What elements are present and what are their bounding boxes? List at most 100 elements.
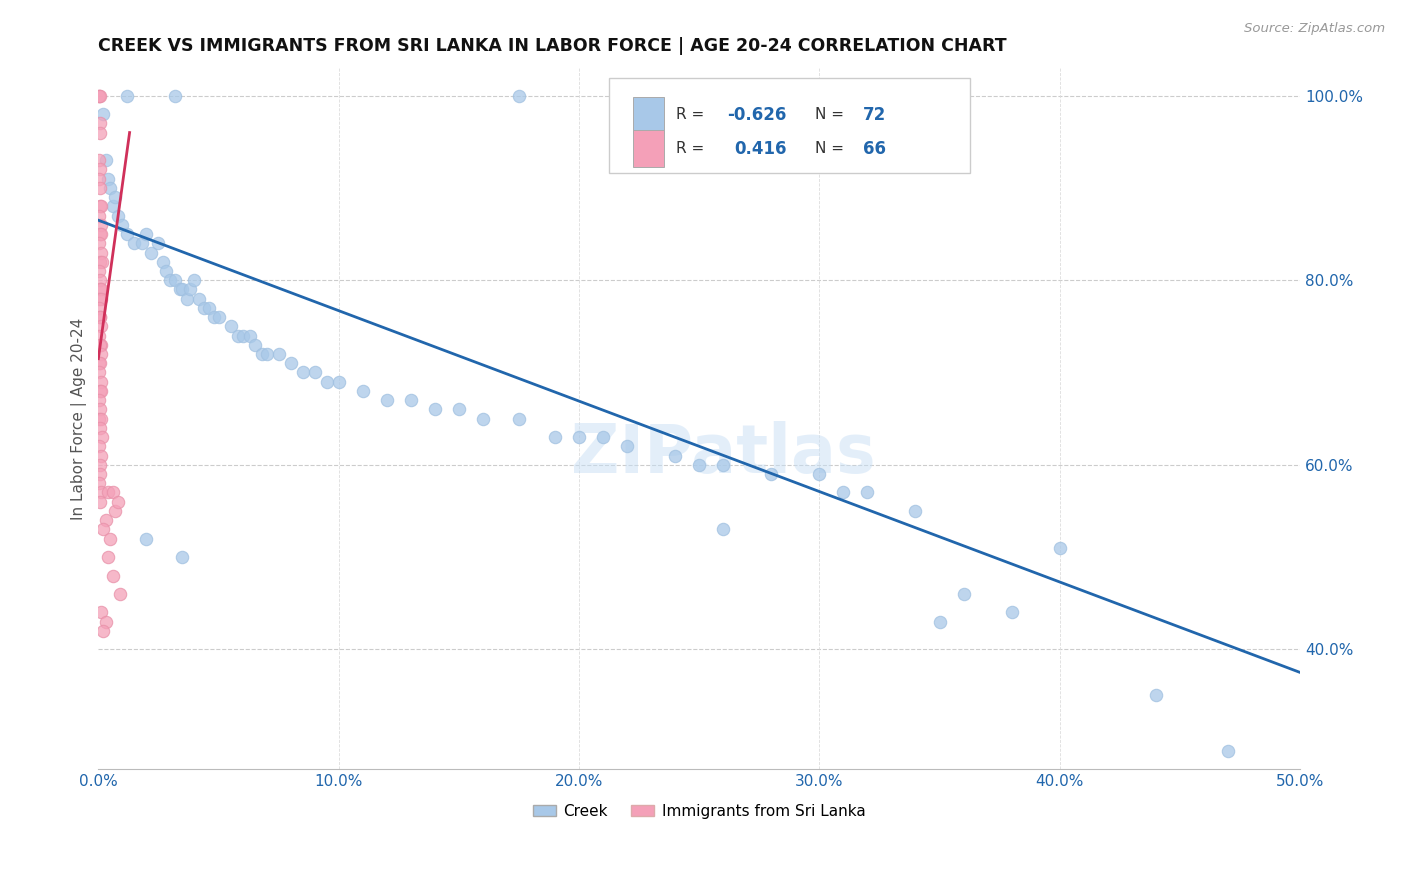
Point [87,356,110,370]
Text: 72: 72 [863,106,886,124]
Point [198,301,221,315]
Point [141,245,163,260]
FancyBboxPatch shape [633,96,665,133]
Point [89,338,111,352]
Point [592,430,614,444]
Point [89,494,111,508]
Point [688,458,710,472]
Point [735,88,758,103]
Point [90,319,112,334]
Point [226,328,249,343]
Point [87,264,110,278]
Point [176,292,198,306]
Point [90,606,112,620]
Point [89,227,111,241]
Point [87,439,110,453]
Point [89,458,111,472]
Text: 66: 66 [863,140,886,158]
Point [193,301,215,315]
Point [928,615,950,629]
Point [90,227,112,241]
Point [111,218,134,232]
Point [115,227,138,241]
Point [447,402,470,417]
Text: Source: ZipAtlas.com: Source: ZipAtlas.com [1244,22,1385,36]
Point [89,181,111,195]
Point [207,310,229,325]
Point [90,199,112,213]
Point [94,153,117,168]
Point [135,532,157,546]
Point [761,467,783,481]
Point [423,402,446,417]
Point [1144,689,1167,703]
Point [87,171,110,186]
Point [328,375,350,389]
Point [232,328,254,343]
Text: -0.626: -0.626 [727,106,786,124]
Point [89,292,111,306]
Text: ZIPatlas: ZIPatlas [571,421,876,487]
Point [87,236,110,251]
Point [250,347,273,361]
Point [90,375,112,389]
Point [89,162,111,177]
Point [89,338,111,352]
Point [87,88,110,103]
Point [280,356,302,370]
Point [90,411,112,425]
Point [90,485,112,500]
Point [169,282,191,296]
Point [131,236,153,251]
Point [664,449,686,463]
Point [89,88,111,103]
Point [832,485,855,500]
Point [124,236,146,251]
Point [399,393,422,408]
Point [352,384,374,398]
Point [1216,744,1239,758]
Point [101,568,124,582]
Point [87,393,110,408]
Point [172,282,194,296]
Point [97,171,120,186]
Point [135,227,157,241]
Text: R =: R = [676,107,710,122]
Point [104,504,127,518]
Point [91,624,114,638]
Point [202,310,225,325]
Point [165,273,187,287]
Point [89,273,111,287]
Point [89,245,111,260]
Point [375,393,398,408]
Point [98,181,121,195]
Point [90,347,112,361]
Text: N =: N = [814,141,848,156]
Point [87,328,110,343]
Point [89,116,111,130]
Point [188,292,211,306]
FancyBboxPatch shape [633,130,665,167]
Text: CREEK VS IMMIGRANTS FROM SRI LANKA IN LABOR FORCE | AGE 20-24 CORRELATION CHART: CREEK VS IMMIGRANTS FROM SRI LANKA IN LA… [98,37,1007,55]
Point [91,107,114,121]
Point [107,494,129,508]
Point [89,467,111,481]
Point [183,273,205,287]
Point [90,254,112,268]
Point [101,485,124,500]
Point [239,328,262,343]
Point [904,504,927,518]
Text: R =: R = [676,141,714,156]
Point [90,282,112,296]
Text: N =: N = [814,107,848,122]
FancyBboxPatch shape [609,78,970,173]
Point [89,421,111,435]
Point [89,310,111,325]
Point [90,292,112,306]
Point [89,476,111,491]
Point [1001,606,1024,620]
Point [219,319,242,334]
Point [256,347,278,361]
Point [148,236,170,251]
Point [89,282,111,296]
